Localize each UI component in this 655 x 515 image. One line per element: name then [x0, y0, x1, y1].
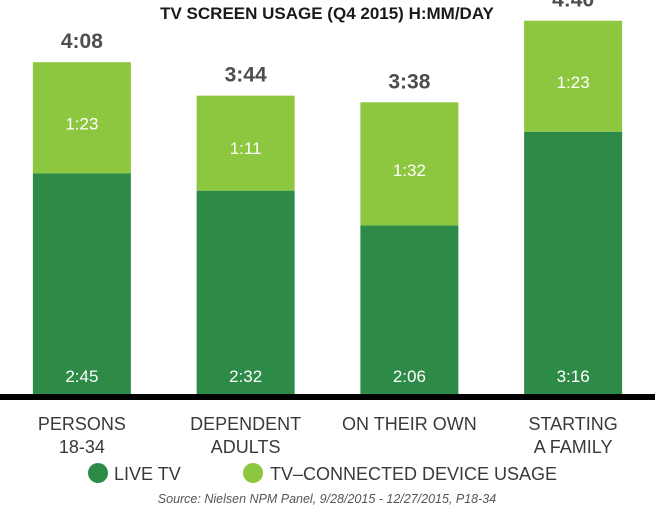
category-label-0-line-1: 18-34 [59, 437, 105, 457]
segment-label-device-usage-2: 1:32 [393, 161, 426, 180]
category-label-2-line-0: ON THEIR OWN [342, 414, 477, 434]
bar-device-usage-0 [32, 62, 131, 174]
bar-device-usage-1 [196, 95, 295, 191]
total-label-1: 3:44 [225, 64, 267, 87]
segment-label-device-usage-3: 1:23 [557, 73, 590, 92]
chart-title: TV SCREEN USAGE (Q4 2015) H:MM/DAY [160, 4, 494, 23]
segment-label-live-tv-3: 3:16 [557, 367, 590, 386]
category-label-3-line-1: A FAMILY [534, 437, 613, 457]
category-label-1-line-1: ADULTS [211, 437, 281, 457]
legend-swatch-device-usage [243, 463, 263, 483]
bar-live-tv-3 [524, 131, 623, 395]
category-label-3-line-0: STARTING [528, 414, 617, 434]
category-labels: PERSONS 18-34 DEPENDENT ADULTS ON THEIR OWN S… [38, 414, 618, 457]
bar-live-tv-0 [32, 173, 131, 394]
bar-device-usage-2 [360, 102, 459, 226]
bar-live-tv-2 [360, 225, 459, 394]
segment-label-device-usage-1: 1:11 [230, 139, 262, 158]
x-axis-baseline [0, 394, 655, 400]
segment-label-live-tv-2: 2:06 [393, 367, 426, 386]
legend-label-device-usage: TV–CONNECTED DEVICE USAGE [270, 464, 557, 484]
segment-label-live-tv-1: 2:32 [229, 367, 262, 386]
bar-live-tv-1 [196, 190, 295, 394]
category-label-1-line-0: DEPENDENT [190, 414, 301, 434]
legend-swatch-live-tv [88, 463, 108, 483]
segment-label-device-usage-0: 1:23 [65, 114, 98, 133]
total-label-3: 4:40 [552, 0, 594, 12]
legend: LIVE TV TV–CONNECTED DEVICE USAGE [88, 463, 557, 484]
segment-label-live-tv-0: 2:45 [65, 367, 98, 386]
bar-device-usage-3 [524, 20, 623, 132]
total-label-2: 3:38 [388, 70, 430, 93]
source-note: Source: Nielsen NPM Panel, 9/28/2015 - 1… [158, 492, 496, 506]
category-label-0-line-0: PERSONS [38, 414, 126, 434]
total-label-0: 4:08 [61, 30, 103, 53]
legend-label-live-tv: LIVE TV [114, 464, 181, 484]
bars-group: 2:45 1:23 4:08 2:32 1:11 3:44 2:06 1:32 3:38 3:16… [32, 0, 623, 395]
